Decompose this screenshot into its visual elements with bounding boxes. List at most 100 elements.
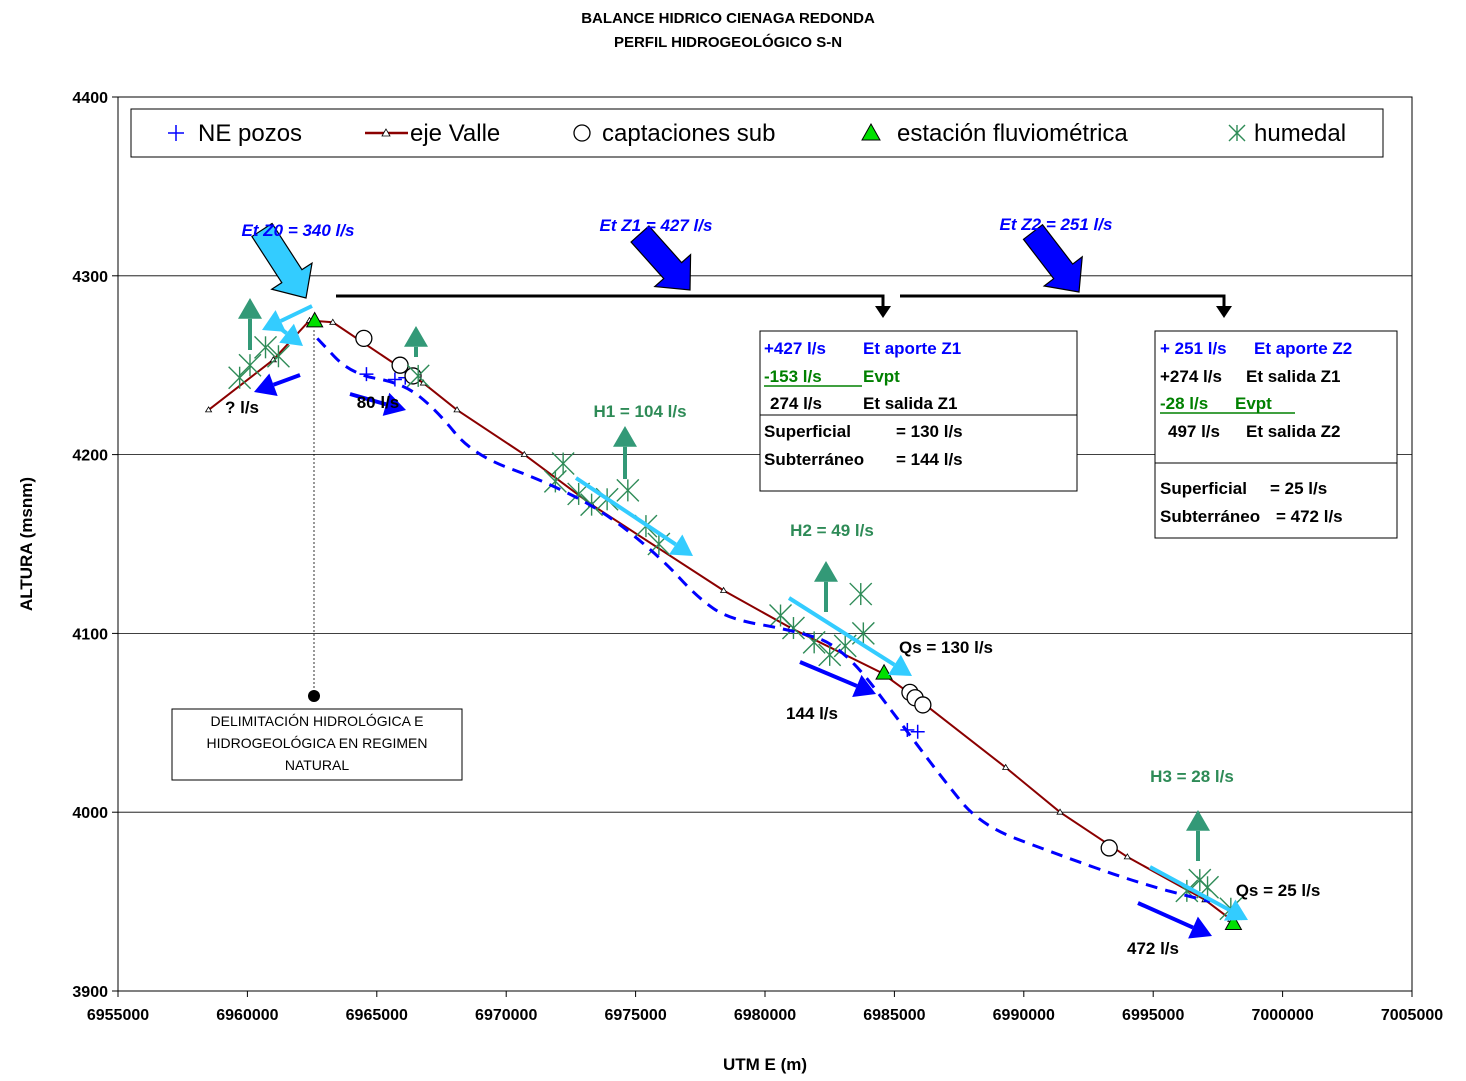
surface-arrow-d-shaft — [787, 596, 896, 667]
valle-point — [204, 406, 213, 413]
humedal-point — [406, 364, 430, 388]
legend: NE pozos eje Valle captaciones sub estación… — [130, 108, 1384, 158]
annotation-label: 144 l/s — [786, 704, 838, 723]
et-arrow-e — [1186, 810, 1210, 861]
legend-label: humedal — [1254, 120, 1346, 147]
z0-inflow-arrow — [251, 222, 313, 299]
z1-inflow-arrow — [630, 225, 692, 291]
et-arrow-e-head — [1186, 810, 1210, 831]
legend-swatch — [573, 124, 591, 142]
x-tick-label: 6970000 — [475, 1007, 537, 1024]
estacion-point — [305, 311, 324, 328]
box-z2-value: 497 l/s — [1168, 422, 1220, 441]
x-tick-label: 6960000 — [216, 1007, 278, 1024]
annotation-label: Qs = 25 l/s — [1236, 881, 1321, 900]
humedal-point — [551, 452, 575, 476]
et-arrow-c-head — [613, 426, 637, 447]
captacion-point — [404, 367, 422, 385]
gw-arrow-c-shaft — [799, 660, 858, 688]
annotation-label: Et Z2 = 251 l/s — [1000, 215, 1113, 234]
gw-arrow-d-shaft — [1137, 901, 1194, 930]
note-text: HIDROGEOLÓGICA EN REGIMEN — [207, 735, 428, 751]
box-z1-label: = 144 l/s — [896, 450, 963, 469]
bracket-z1 — [336, 294, 885, 310]
et-arrow-b — [404, 326, 428, 357]
box-z1-value: 274 l/s — [770, 394, 822, 413]
humedal-point — [781, 616, 805, 640]
gw-arrow-c-head — [852, 674, 876, 697]
sw-tri — [381, 128, 391, 137]
legend-label: estación fluviométrica — [897, 120, 1128, 147]
y-tick-label: 4100 — [72, 626, 108, 643]
et-arrow-d — [814, 561, 838, 612]
et-arrow-b-head — [404, 326, 428, 347]
valle-point — [719, 586, 728, 593]
gw-arrow-b — [349, 392, 406, 416]
surface-arrow-c — [574, 476, 693, 556]
annotation-label: H1 = 104 l/s — [593, 402, 686, 421]
box-z1-label: Evpt — [863, 367, 900, 386]
legend-swatch — [1228, 124, 1246, 142]
box-z2-value: Superficial — [1160, 479, 1247, 498]
boxes-layer: +427 l/s Et aporte Z1 -153 l/s Evpt 274 l/s E… — [171, 330, 1398, 781]
gw-arrow-b-shaft — [349, 392, 387, 407]
y-tick-label: 4300 — [72, 269, 108, 286]
box-z2-label: Et aporte Z2 — [1254, 339, 1352, 358]
ne-pozo-point — [359, 367, 374, 382]
legend-label: NE pozos — [198, 120, 302, 147]
gw-arrow-d-head — [1188, 916, 1212, 939]
et-arrow-a — [238, 298, 262, 350]
surface-arrow-b-head — [279, 323, 303, 346]
valle-point — [1123, 853, 1132, 860]
y-tick-label: 4400 — [72, 90, 108, 107]
et-arrow-c — [613, 426, 637, 479]
annotation-label: H3 = 28 l/s — [1150, 767, 1234, 786]
annotation-label: 472 l/s — [1127, 939, 1179, 958]
surface-arrow-c-shaft — [574, 476, 677, 547]
surface-arrow-e-shaft — [1149, 865, 1231, 912]
box-z2-label: Et salida Z1 — [1246, 367, 1340, 386]
bracket-z2-head — [1216, 306, 1232, 318]
axes: 3900 4000 4100 4200 4300 4400 6955000 6960000 69… — [72, 90, 1443, 1024]
surface-arrow-d-head — [888, 654, 912, 676]
humedal-point — [849, 582, 873, 606]
x-tick-label: 7005000 — [1381, 1007, 1443, 1024]
legend-label: captaciones sub — [602, 120, 775, 147]
surface-arrow-b — [270, 320, 303, 346]
humedal-point — [238, 353, 262, 377]
gw-arrow-c — [799, 660, 876, 697]
x-tick-label: 6995000 — [1122, 1007, 1184, 1024]
note-text: NATURAL — [285, 757, 350, 773]
valle-point — [329, 318, 337, 325]
surface-arrow-b-shaft — [270, 320, 288, 335]
arrows-layer — [238, 222, 1248, 939]
gw-arrow-b-head — [382, 392, 406, 416]
gw-arrow-d — [1137, 901, 1212, 939]
valle-point — [1056, 808, 1064, 815]
x-tick-label: 6965000 — [346, 1007, 408, 1024]
x-tick-label: 7000000 — [1251, 1007, 1313, 1024]
captacion-point — [355, 329, 373, 348]
captacion-point — [1100, 839, 1118, 857]
valle-point — [453, 406, 461, 413]
box-z1-label: Et aporte Z1 — [863, 339, 961, 358]
box-z2 — [1154, 330, 1398, 539]
x-axis-label: UTM E (m) — [723, 1055, 807, 1074]
box-z2-value: Subterráneo — [1160, 507, 1260, 526]
groundwater-level-line — [316, 337, 1211, 904]
box-z2-label: = 472 l/s — [1276, 507, 1343, 526]
z2-inflow-arrow — [1022, 223, 1083, 293]
note-box — [171, 708, 463, 781]
bracket-z2 — [900, 294, 1226, 310]
x-tick-label: 6985000 — [863, 1007, 925, 1024]
bracket-z1-head — [875, 306, 891, 318]
box-z2-value: +274 l/s — [1160, 367, 1222, 386]
annotation-label: Qs = 130 l/s — [899, 638, 993, 657]
surface-arrow-d — [787, 596, 912, 676]
surface-arrow-c-head — [669, 534, 693, 556]
captacion-point — [914, 696, 932, 714]
box-z1-label: = 130 l/s — [896, 422, 963, 441]
estacion-point — [1224, 914, 1243, 930]
annotation-label: Et Z0 = 340 l/s — [242, 221, 355, 240]
box-z2-value: + 251 l/s — [1160, 339, 1227, 358]
